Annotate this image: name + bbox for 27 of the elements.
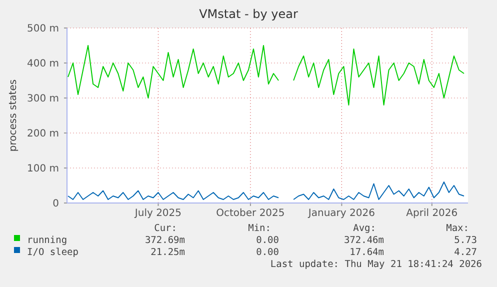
- legend-label: running: [27, 235, 68, 246]
- y-axis-title: process states: [8, 79, 19, 152]
- y-tick-label: 300 m: [26, 94, 59, 104]
- y-tick-label: 100 m: [26, 164, 59, 174]
- y-tick-label: 500 m: [26, 24, 59, 34]
- text: 0.00: [256, 247, 280, 258]
- text: Max:: [446, 223, 469, 234]
- text: 17.64m: [350, 247, 384, 258]
- y-tick-label: 400 m: [26, 58, 59, 70]
- y-tick-label: 200 m: [26, 128, 59, 140]
- text: 372.46m: [344, 235, 384, 246]
- text: 4.27: [454, 247, 477, 258]
- text: Cur:: [154, 223, 177, 234]
- legend-label: I/O sleep: [27, 247, 79, 258]
- text: 5.73: [454, 235, 477, 246]
- chart-title: VMstat - by year: [199, 7, 298, 21]
- text: Avg:: [353, 223, 376, 234]
- x-tick-label: October 2025: [216, 208, 285, 219]
- y-tick-label: 0: [52, 198, 59, 210]
- x-tick-label: July 2025: [134, 208, 182, 219]
- text: 21.25m: [150, 247, 186, 258]
- text: Min:: [248, 223, 271, 234]
- x-tick-label: January 2026: [307, 208, 375, 219]
- x-tick-label: April 2026: [406, 208, 458, 219]
- text: Last update: Thu May 21 18:41:24 2026: [270, 259, 482, 270]
- text: 0.00: [256, 235, 280, 246]
- text: 372.69m: [144, 235, 186, 246]
